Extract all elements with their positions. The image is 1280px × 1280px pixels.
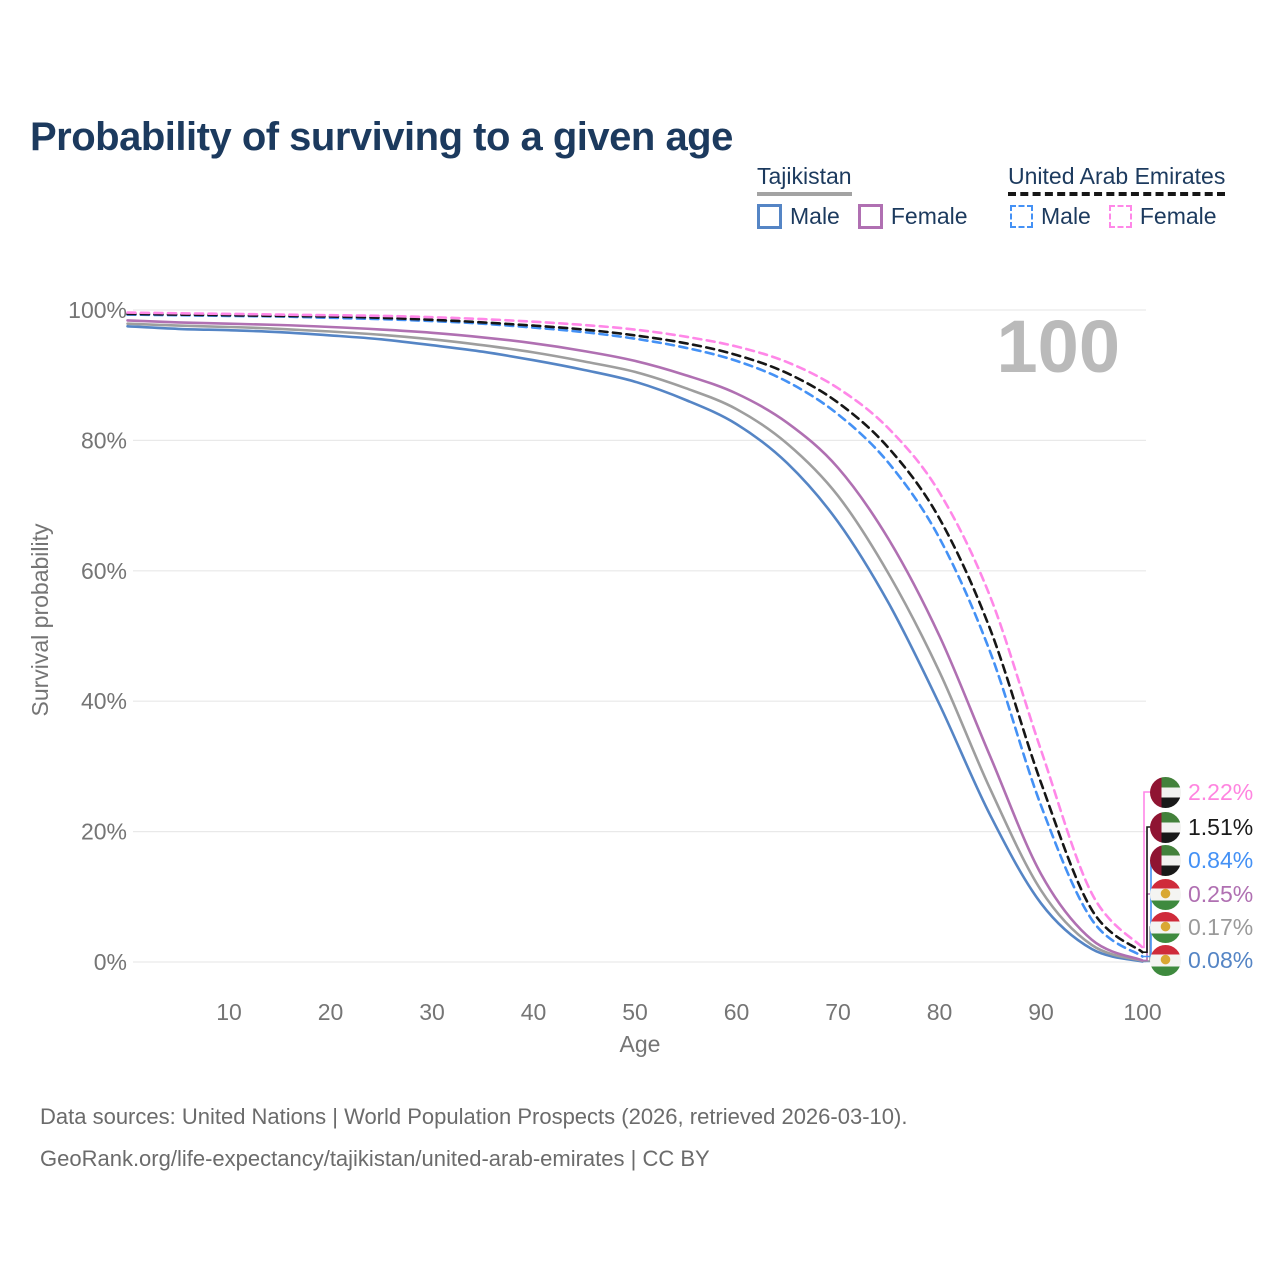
y-axis-title: Survival probability [27, 523, 53, 717]
legend-label: Female [890, 203, 968, 229]
legend-label: Male [790, 203, 840, 229]
flag-icon-tjk [1150, 878, 1181, 910]
chart-title: Probability of surviving to a given age [30, 114, 733, 159]
footer-data-sources: Data sources: United Nations | World Pop… [40, 1104, 908, 1129]
x-axis-title: Age [620, 1031, 661, 1057]
flag-icon-uae [1150, 844, 1181, 876]
end-label-row-tajikistan-female: 0.25% [1150, 878, 1253, 910]
legend-swatch-uae-female[interactable] [1108, 205, 1132, 228]
end-label-row-united-arab-emirates-male: 0.84% [1150, 844, 1253, 876]
flag-icon-tjk [1150, 911, 1181, 943]
end-label-value: 0.08% [1188, 946, 1254, 973]
survival-curves [126, 311, 1144, 963]
x-tick-label-70: 70 [825, 999, 851, 1025]
flag-icon-uae [1150, 811, 1181, 843]
end-label-row-tajikistan-both-sexes: 0.17% [1150, 911, 1253, 943]
legend-swatch-tajikistan-female[interactable] [857, 204, 883, 229]
end-label-value: 2.22% [1188, 778, 1254, 805]
legend-item-uae-male[interactable]: Male [1010, 203, 1091, 230]
end-label-row-united-arab-emirates-female: 2.22% [1150, 776, 1253, 808]
end-label-value: 0.25% [1188, 880, 1254, 907]
flag-icon-tjk [1150, 944, 1181, 976]
flag-icon-uae [1150, 776, 1181, 808]
y-tick-label-60%: 60% [81, 558, 127, 584]
y-tick-label-80%: 80% [81, 427, 127, 453]
leader-united-arab-emirates-female [1142, 791, 1151, 949]
x-tick-label-80: 80 [927, 999, 953, 1025]
legend-item-tajikistan-female[interactable]: Female [857, 203, 968, 230]
end-label-value: 0.17% [1188, 913, 1254, 940]
legend-items-uae: Male Female [1010, 203, 1217, 230]
x-tick-label-20: 20 [318, 999, 344, 1025]
y-tick-label-100%: 100% [68, 297, 127, 323]
x-tick-label-10: 10 [216, 999, 242, 1025]
legend-item-uae-female[interactable]: Female [1108, 203, 1217, 230]
legend-label: Male [1041, 203, 1091, 229]
y-tick-label-20%: 20% [81, 819, 127, 845]
hover-age-watermark: 100 [997, 305, 1120, 388]
curve-tajikistan-male[interactable] [126, 325, 1144, 963]
legend-group-tajikistan: Tajikistan [757, 163, 852, 197]
footer-attribution: GeoRank.org/life-expectancy/tajikistan/u… [40, 1146, 710, 1171]
legend-swatch-uae-male[interactable] [1010, 205, 1033, 228]
curve-united-arab-emirates-female[interactable] [126, 311, 1144, 949]
curve-united-arab-emirates-male[interactable] [126, 313, 1144, 958]
legend-items-tajikistan: Male Female [757, 203, 968, 230]
axis-tick-labels: 100% 80% 60% 40% 20% 0% 10 20 30 40 50 60 70 80 90 100 [68, 297, 1162, 1025]
leader-united-arab-emirates-both-sexes [1142, 826, 1151, 953]
x-tick-label-100: 100 [1123, 999, 1161, 1025]
x-tick-label-30: 30 [419, 999, 445, 1025]
legend-item-tajikistan-male[interactable]: Male [757, 203, 840, 230]
end-label-value: 1.51% [1188, 813, 1254, 840]
x-tick-label-90: 90 [1028, 999, 1054, 1025]
x-tick-label-50: 50 [622, 999, 648, 1025]
end-label-value: 0.84% [1188, 846, 1254, 873]
legend-label: Female [1139, 203, 1217, 229]
y-tick-label-40%: 40% [81, 688, 127, 714]
end-label-row-tajikistan-male: 0.08% [1150, 944, 1253, 976]
curve-tajikistan-female[interactable] [126, 319, 1144, 962]
gridlines [133, 309, 1146, 963]
legend-swatch-tajikistan-male[interactable] [757, 204, 782, 229]
x-tick-label-40: 40 [521, 999, 547, 1025]
curve-tajikistan-both-sexes[interactable] [126, 322, 1144, 963]
y-tick-label-0%: 0% [94, 949, 127, 975]
end-label-row-united-arab-emirates-both-sexes: 1.51% [1150, 811, 1253, 843]
x-tick-label-60: 60 [724, 999, 750, 1025]
curve-united-arab-emirates-both-sexes[interactable] [126, 312, 1144, 954]
legend-group-uae: United Arab Emirates [1008, 163, 1226, 197]
